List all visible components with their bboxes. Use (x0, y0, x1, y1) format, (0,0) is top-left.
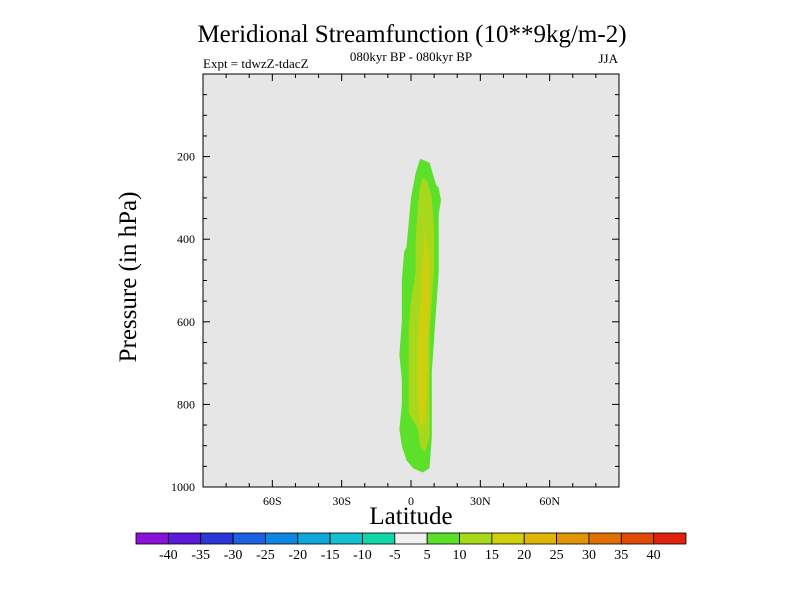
colorbar-box (459, 532, 493, 545)
colorbar-box (200, 532, 234, 545)
colorbar-box (588, 532, 622, 545)
colorbar-box (167, 532, 202, 545)
colorbar-label: 30 (582, 548, 596, 563)
colorbar-label: -40 (159, 548, 178, 563)
colorbar-label: -25 (256, 548, 275, 563)
contour-fill-3 (417, 230, 430, 426)
colorbar-box (556, 532, 590, 545)
colorbar-box (265, 532, 299, 545)
y-tick-label: 600 (177, 315, 195, 329)
x-tick-label: 30N (470, 494, 491, 508)
contour-layer (399, 158, 441, 473)
colorbar-label: 5 (424, 548, 431, 563)
colorbar-label: -30 (224, 548, 243, 563)
experiment-label: Expt = tdwzZ-tdacZ (203, 56, 309, 71)
y-axis-label: Pressure (in hPa) (115, 192, 142, 363)
x-tick-label: 30S (332, 494, 351, 508)
colorbar: -40 -35 -30 -25 -20 -15 -10 -5 5 10 15 20 25 30 35 40 (135, 532, 687, 563)
colorbar-label: 35 (614, 548, 628, 563)
colorbar-label: 15 (485, 548, 499, 563)
x-tick-label: 0 (408, 494, 414, 508)
colorbar-label: -20 (288, 548, 307, 563)
colorbar-box (297, 532, 331, 545)
colorbar-box (523, 532, 557, 545)
colorbar-box (620, 532, 655, 545)
colorbar-label: -5 (389, 548, 401, 563)
colorbar-label: 20 (517, 548, 531, 563)
colorbar-box (491, 532, 525, 545)
y-tick-label: 1000 (171, 480, 195, 494)
colorbar-label: -10 (353, 548, 372, 563)
colorbar-box (232, 532, 266, 545)
tick-layer: 60S 30S 0 30N 60N 200 400 600 800 1000 (171, 74, 619, 508)
colorbar-box (135, 532, 169, 545)
colorbar-label: 40 (647, 548, 661, 563)
colorbar-box (362, 532, 396, 545)
y-tick-label: 400 (177, 232, 195, 246)
colorbar-box (394, 532, 428, 545)
colorbar-label: -15 (321, 548, 340, 563)
colorbar-label: 10 (453, 548, 467, 563)
colorbar-box (653, 532, 687, 545)
x-tick-label: 60S (263, 494, 282, 508)
colorbar-box (329, 532, 363, 545)
colorbar-label: 25 (550, 548, 564, 563)
colorbar-label: -35 (191, 548, 210, 563)
x-axis-label: Latitude (369, 503, 452, 530)
chart-subtitle: 080kyr BP - 080kyr BP (350, 49, 472, 64)
season-label: JJA (598, 51, 618, 66)
y-tick-label: 800 (177, 397, 195, 411)
colorbar-box (426, 532, 460, 545)
chart-title: Meridional Streamfunction (10**9kg/m-2) (197, 21, 626, 48)
y-tick-label: 200 (177, 150, 195, 164)
x-tick-label: 60N (539, 494, 560, 508)
